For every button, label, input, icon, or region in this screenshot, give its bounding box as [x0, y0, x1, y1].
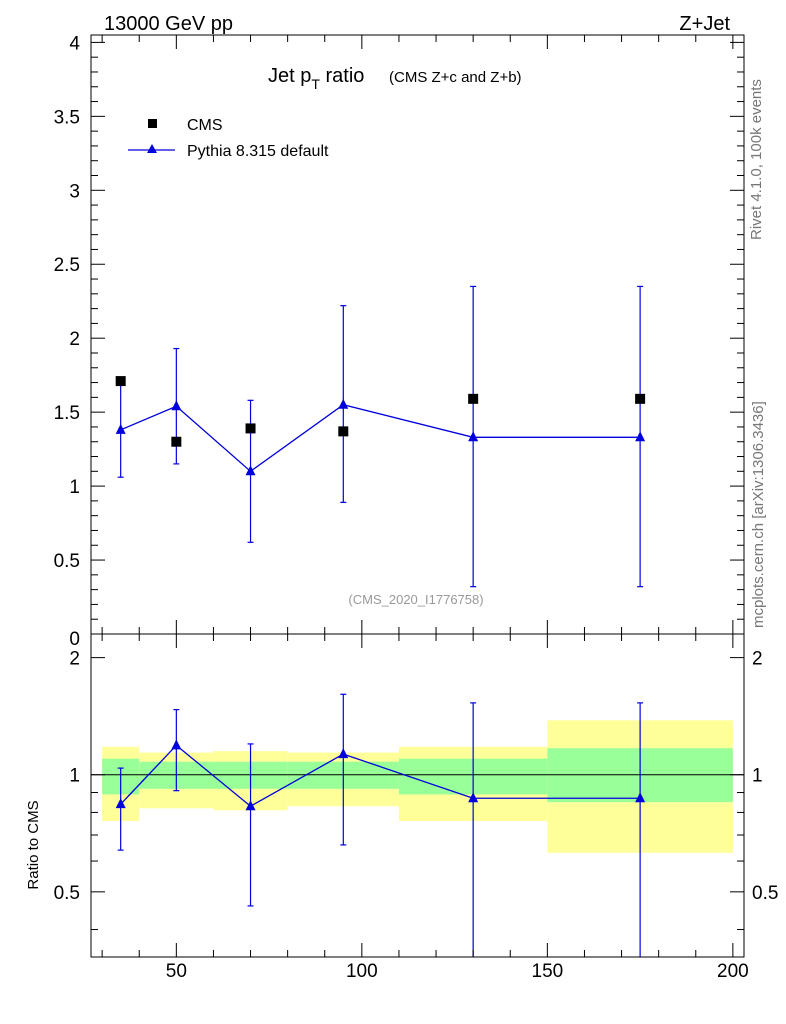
cms-point [245, 423, 256, 434]
mc-point [338, 398, 349, 409]
y-tick-label: 3 [69, 181, 80, 202]
y-tick-label: 1 [69, 477, 80, 498]
main-panel: 0.5 1 1.5 2 2.5 3 3.5 4 0 Jet pT ratio (CMS Z+c… [54, 33, 744, 650]
mc-point [171, 400, 182, 411]
plot-title-subscript: T [311, 76, 320, 92]
x-tick-label: 150 [532, 961, 564, 982]
y-tick-label: 0.5 [54, 551, 80, 572]
ratio-axis-ticks [91, 634, 744, 957]
y-tick-label: 1.5 [54, 403, 80, 424]
ratio-y-tick-label-left: 0.5 [54, 883, 80, 904]
main-data-marks [115, 285, 646, 588]
ratio-point [338, 748, 349, 759]
mc-point [245, 465, 256, 476]
ratio-point [115, 798, 126, 809]
cms-point [115, 376, 126, 387]
legend: CMS Pythia 8.315 default [128, 117, 329, 160]
rivet-label: Rivet 4.1.0, 100k events [748, 79, 765, 240]
cms-point [171, 436, 182, 447]
ratio-data-marks [115, 693, 646, 957]
y-tick-label: 4 [69, 33, 80, 54]
ratio-y-tick-label-right: 2 [752, 649, 763, 670]
process-label: Z+Jet [679, 13, 730, 35]
ratio-point [468, 792, 479, 803]
ratio-line [120, 744, 641, 807]
plot-title-rest: ratio [320, 65, 364, 87]
cms-point [338, 426, 349, 437]
ratio-y-tick-label-left: 2 [69, 649, 80, 670]
ratio-bands [102, 720, 733, 853]
plot-title-main: Jet p [268, 65, 311, 87]
mc-line [120, 404, 641, 473]
ratio-point [245, 800, 256, 811]
legend-pythia-marker [147, 144, 157, 153]
main-axis-ticks [91, 35, 744, 634]
plot-title: Jet pT ratio [268, 65, 364, 92]
y-tick-label: 3.5 [54, 107, 80, 128]
y-tick-label: 2 [69, 329, 80, 350]
plot-title-note: (CMS Z+c and Z+b) [389, 69, 522, 86]
ratio-y-tick-label-left: 1 [69, 766, 80, 787]
analysis-tag: (CMS_2020_I1776758) [348, 592, 483, 607]
legend-pythia-label: Pythia 8.315 default [187, 143, 329, 160]
ratio-y-tick-label-right: 1 [752, 766, 763, 787]
ratio-point [171, 739, 182, 750]
mcplots-label: mcplots.cern.ch [arXiv:1306.3436] [750, 401, 767, 628]
ratio-frame [90, 633, 745, 958]
mc-point [115, 423, 126, 434]
cms-point [468, 393, 479, 404]
ratio-point [635, 792, 646, 803]
x-tick-label: 200 [717, 961, 749, 982]
ratio-panel: 0.5 0.5 1 1 2 2 50 100 150 200 Ratio to CMS [25, 634, 778, 982]
x-tick-label: 50 [166, 961, 187, 982]
ratio-tick-labels: 0.5 0.5 1 1 2 2 50 100 150 200 [54, 649, 779, 982]
mc-point [635, 431, 646, 442]
y-tick-label: 2.5 [54, 255, 80, 276]
main-y-zero-label: 0 [69, 629, 80, 650]
ratio-y-axis-label: Ratio to CMS [25, 800, 42, 889]
x-tick-label: 100 [346, 961, 378, 982]
mc-point [468, 431, 479, 442]
legend-cms-label: CMS [187, 117, 223, 134]
ratio-y-tick-label-right: 0.5 [752, 883, 778, 904]
legend-cms-marker [148, 119, 157, 128]
main-y-tick-labels: 0.5 1 1.5 2 2.5 3 3.5 4 [54, 33, 81, 572]
energy-label: 13000 GeV pp [104, 13, 233, 35]
cms-point [635, 393, 646, 404]
